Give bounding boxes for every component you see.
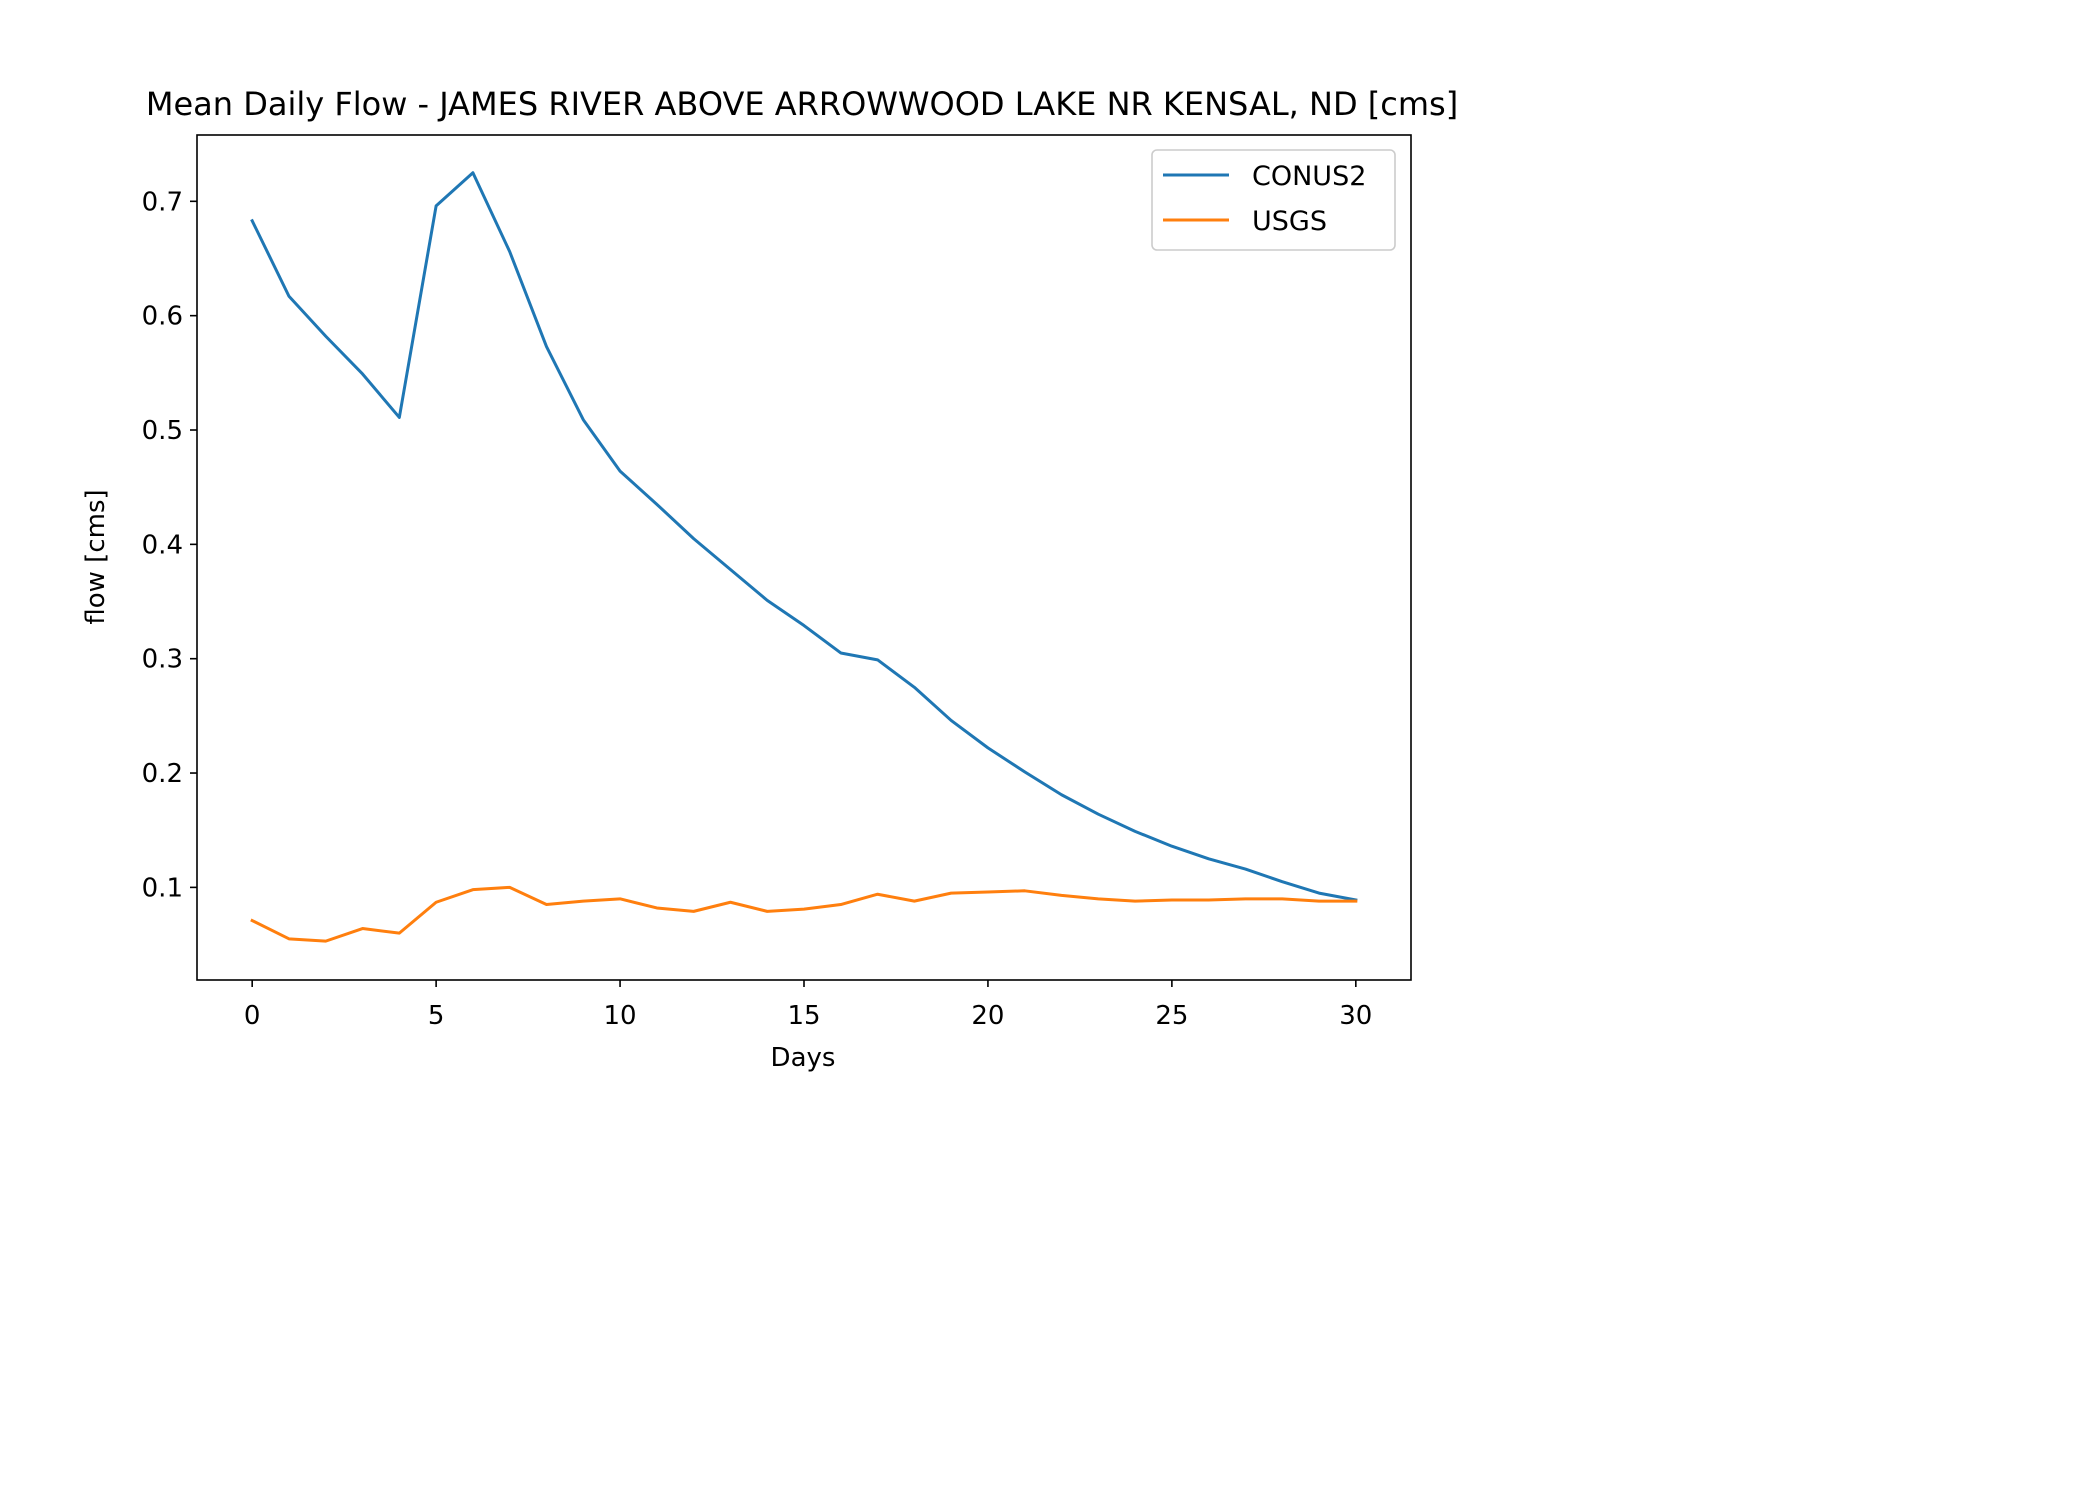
- series-layer: [250, 171, 1358, 943]
- plot-area: [196, 134, 1412, 981]
- y-tick-label: 0.5: [142, 416, 183, 446]
- y-tick-label: 0.2: [142, 759, 183, 789]
- x-tick-label: 0: [244, 1001, 261, 1031]
- x-tick-label: 20: [971, 1001, 1004, 1031]
- x-tick-label: 15: [787, 1001, 820, 1031]
- x-tick-label: 10: [604, 1001, 637, 1031]
- legend: CONUS2 USGS: [1151, 149, 1396, 251]
- line-chart: Mean Daily Flow - JAMES RIVER ABOVE ARRO…: [81, 85, 1458, 1073]
- x-tick-label: 5: [428, 1001, 445, 1031]
- x-axis-label: Days: [771, 1043, 836, 1073]
- y-tick-label: 0.3: [142, 645, 183, 675]
- x-tick-label: 30: [1339, 1001, 1372, 1031]
- legend-label-usgs: USGS: [1252, 206, 1327, 237]
- y-tick-label: 0.4: [142, 530, 183, 560]
- y-tick-label: 0.1: [142, 873, 183, 903]
- y-tick-label: 0.6: [142, 302, 183, 332]
- x-tick-label: 25: [1155, 1001, 1188, 1031]
- y-axis: 0.1 0.2 0.3 0.4 0.5 0.6 0.7: [142, 187, 197, 903]
- y-axis-label: flow [cms]: [81, 489, 111, 624]
- series-line-usgs: [250, 885, 1358, 943]
- series-line-conus2: [250, 171, 1358, 902]
- x-axis: 0 5 10 15 20 25 30: [244, 980, 1372, 1031]
- chart-title: Mean Daily Flow - JAMES RIVER ABOVE ARRO…: [146, 85, 1458, 123]
- plot-frame: [196, 134, 1412, 981]
- y-tick-label: 0.7: [142, 187, 183, 217]
- legend-label-conus2: CONUS2: [1252, 161, 1366, 192]
